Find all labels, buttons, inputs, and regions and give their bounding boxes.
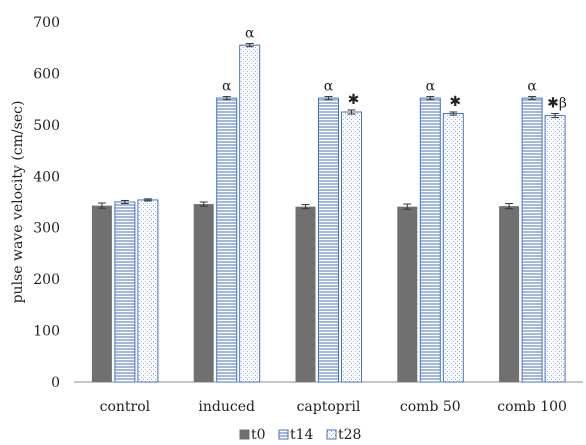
significance-marker: α xyxy=(324,79,334,95)
bar-t28 xyxy=(137,199,159,383)
x-tick-label: control xyxy=(100,399,151,415)
legend-label: t28 xyxy=(338,427,361,443)
y-tick-label: 300 xyxy=(33,221,60,237)
significance-marker: ✱ xyxy=(449,94,461,110)
significance-marker: α xyxy=(245,26,255,42)
error-bar xyxy=(551,113,560,119)
error-bar xyxy=(199,201,208,207)
x-tick-label: captopril xyxy=(297,399,361,415)
bars xyxy=(91,43,566,383)
x-axis-ticks: control induced captopril comb 50 comb 100 xyxy=(100,399,567,415)
bar-t14 xyxy=(419,97,441,383)
error-bar xyxy=(97,202,106,209)
error-bar xyxy=(222,96,231,101)
legend-label: t14 xyxy=(290,427,314,443)
bar-t0 xyxy=(397,206,418,382)
error-bar xyxy=(528,96,537,101)
significance-marker: α xyxy=(527,79,537,95)
y-tick-label: 700 xyxy=(33,15,60,31)
legend-label: t0 xyxy=(251,427,266,443)
bar-t28 xyxy=(442,113,464,383)
y-tick-label: 600 xyxy=(33,66,60,82)
significance-marker: α xyxy=(426,79,436,95)
y-axis-label: pulse wave velocity (cm/sec) xyxy=(10,101,26,304)
error-bar xyxy=(245,43,254,48)
y-tick-label: 0 xyxy=(51,375,60,391)
legend-swatch-t0 xyxy=(239,429,250,440)
error-bar xyxy=(505,203,514,210)
x-tick-label: comb 100 xyxy=(497,399,567,415)
significance-annotations: α α α ✱ α ✱ α ✱β xyxy=(222,26,567,112)
error-bar xyxy=(120,199,129,205)
legend-swatch-t14 xyxy=(278,429,289,440)
bar-t28 xyxy=(239,44,261,383)
y-tick-label: 400 xyxy=(33,169,60,185)
error-bar xyxy=(347,109,356,115)
x-tick-label: comb 50 xyxy=(400,399,461,415)
bar-t0 xyxy=(91,205,112,382)
bar-t0 xyxy=(193,204,214,382)
bar-t28 xyxy=(544,115,566,383)
significance-marker: α xyxy=(222,79,232,95)
legend-swatch-t28 xyxy=(326,429,337,440)
error-bar xyxy=(426,96,435,101)
bar-t28 xyxy=(341,111,362,383)
y-tick-label: 500 xyxy=(33,118,60,134)
bar-t0 xyxy=(499,206,520,382)
error-bar xyxy=(143,198,152,202)
significance-marker: ✱β xyxy=(547,96,567,112)
bar-t14 xyxy=(521,97,543,383)
bar-t0 xyxy=(295,206,316,382)
y-tick-label: 200 xyxy=(33,272,60,288)
y-tick-label: 100 xyxy=(33,324,60,340)
error-bar xyxy=(301,204,310,210)
bar-t14 xyxy=(318,97,339,383)
error-bar xyxy=(449,111,458,116)
bar-t14 xyxy=(216,97,238,383)
bar-t14 xyxy=(114,201,136,383)
y-axis-ticks: 0 100 200 300 400 500 600 700 xyxy=(33,15,60,391)
error-bar xyxy=(403,203,412,210)
x-tick-label: induced xyxy=(198,399,255,415)
significance-marker: ✱ xyxy=(348,92,360,108)
legend: t0 t14 t28 xyxy=(239,427,361,443)
error-bar xyxy=(324,96,333,101)
